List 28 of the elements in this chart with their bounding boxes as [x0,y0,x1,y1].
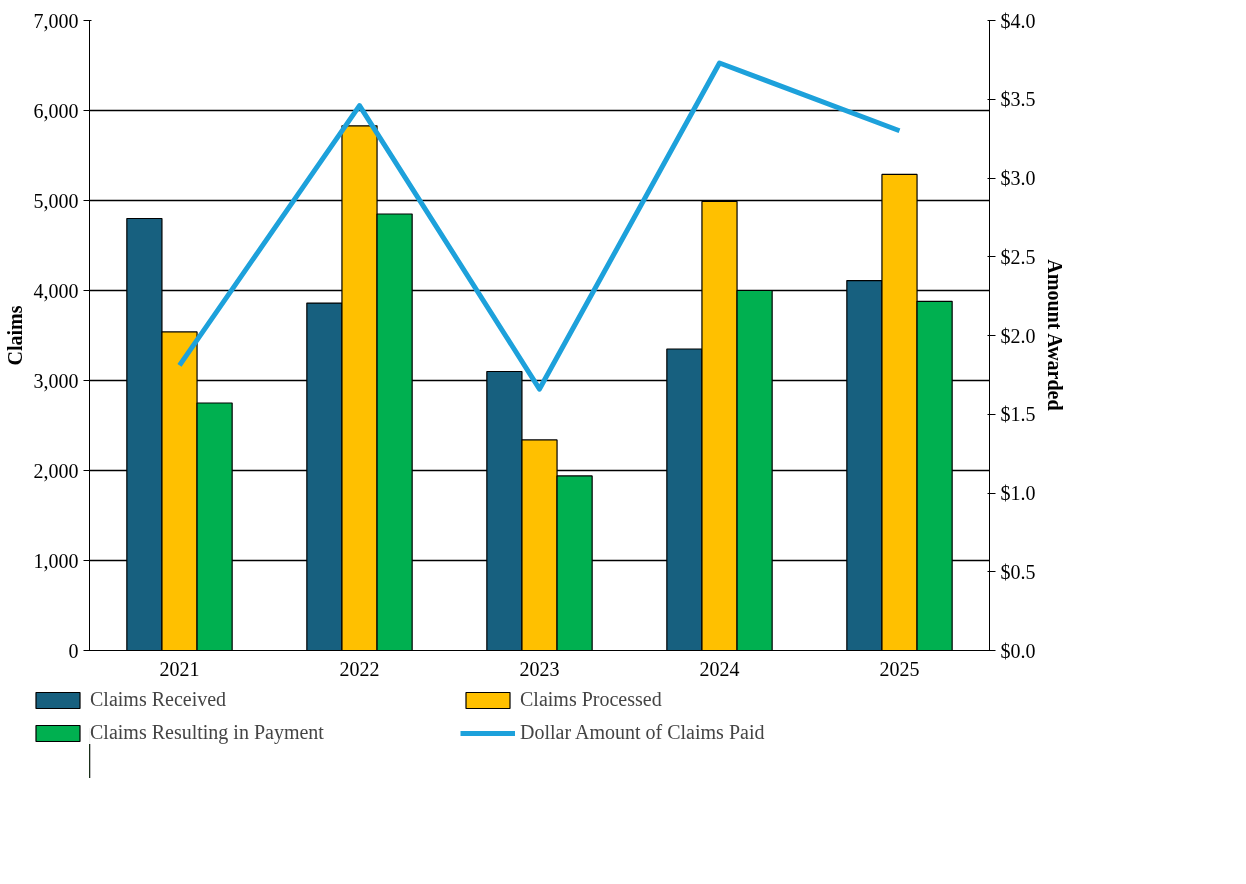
y-tick-label: 0 [68,639,79,662]
x-tick-label: 2023 [519,657,560,680]
y2-tick-label: $0.0 [1000,639,1036,662]
x-tick-label: 2021 [159,657,200,680]
y-tick-label: 6,000 [33,99,79,122]
y-tick-label: 5,000 [33,189,79,212]
y2-tick-label: $3.5 [1000,88,1036,111]
y-tick-label: 7,000 [33,9,79,32]
y-tick-label: 1,000 [33,549,79,572]
x-tick-label: 2025 [879,657,920,680]
y-tick-label: 4,000 [33,279,79,302]
y2-tick-label: $4.0 [1000,9,1036,32]
y2-tick-label: $0.5 [1000,560,1036,583]
y2-tick-label: $2.5 [1000,245,1036,268]
y-tick-label: 3,000 [33,369,79,392]
y2-tick-label: $3.0 [1000,167,1036,189]
x-tick-label: 2022 [339,657,380,680]
legend-label: Claims Received [90,688,228,711]
legend-label: Claims Resulting in Payment [90,721,325,744]
legend-label: Dollar Amount of Claims Paid [520,721,766,744]
y2-axis-title: Amount Awarded [1043,259,1066,411]
y2-tick-label: $2.0 [1000,324,1036,347]
y-axis-title: Claims [3,305,26,366]
y2-tick-label: $1.0 [1000,482,1036,504]
x-tick-label: 2024 [699,657,740,680]
y2-tick-label: $1.5 [1000,403,1036,426]
legend-label: Claims Processed [520,688,663,711]
y-tick-label: 2,000 [33,459,79,482]
